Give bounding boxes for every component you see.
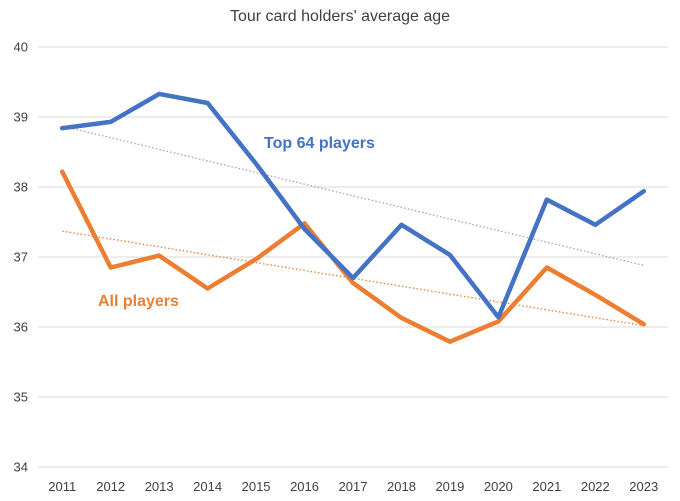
x-tick-label: 2018 [387,479,416,494]
y-tick-label: 39 [14,110,28,125]
series-label-all-players: All players [98,293,179,310]
x-tick-label: 2016 [290,479,319,494]
x-tick-label: 2020 [484,479,513,494]
y-tick-label: 38 [14,180,28,195]
y-tick-label: 37 [14,250,28,265]
series-line-all-players [59,169,647,344]
y-tick-label: 34 [14,460,28,475]
y-tick-label: 40 [14,40,28,55]
x-tick-label: 2021 [532,479,561,494]
x-tick-label: 2013 [145,479,174,494]
y-tick-label: 35 [14,390,28,405]
x-tick-label: 2015 [242,479,271,494]
series-line-top-64-players [59,91,647,320]
x-tick-label: 2022 [581,479,610,494]
x-tick-label: 2014 [193,479,222,494]
x-tick-label: 2023 [629,479,658,494]
chart-title: Tour card holders' average age [229,8,451,25]
y-tick-label: 36 [14,320,28,335]
series-label-top-64: Top 64 players [264,135,375,152]
x-tick-label: 2012 [96,479,125,494]
x-tick-label: 2017 [339,479,368,494]
x-tick-label: 2011 [48,479,76,494]
x-tick-label: 2019 [435,479,464,494]
